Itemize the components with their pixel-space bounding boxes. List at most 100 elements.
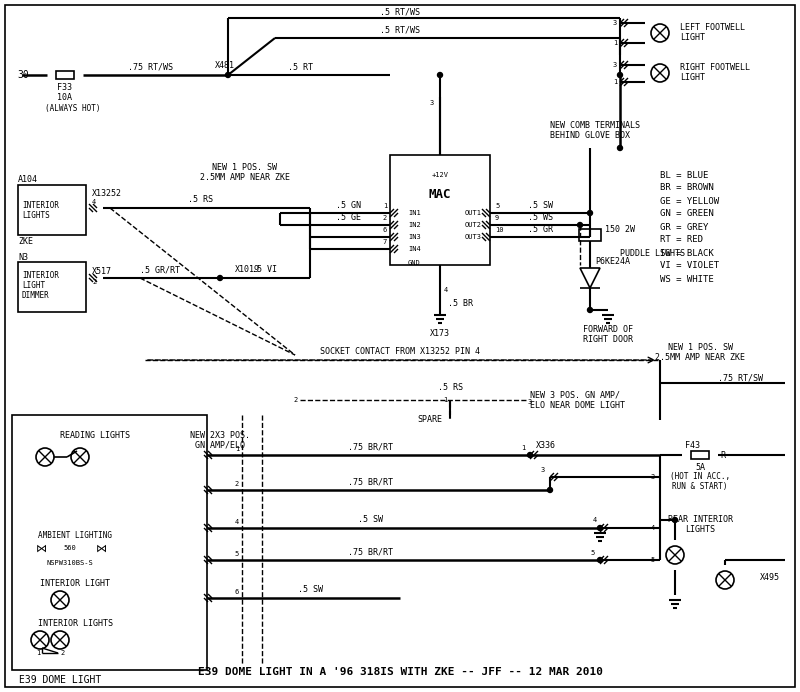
Text: INTERIOR: INTERIOR <box>22 271 59 280</box>
Text: .5 RT: .5 RT <box>287 62 313 71</box>
Text: 7: 7 <box>382 239 387 245</box>
Text: 9: 9 <box>495 215 499 221</box>
Text: REAR INTERIOR: REAR INTERIOR <box>667 516 733 525</box>
Text: .5 VI: .5 VI <box>253 266 278 275</box>
Text: .5 RT/WS: .5 RT/WS <box>380 8 420 17</box>
Text: 560: 560 <box>64 545 76 551</box>
Text: P6KE24A: P6KE24A <box>595 257 630 266</box>
Text: NEW 2X3 POS.: NEW 2X3 POS. <box>190 430 250 439</box>
Text: .5 SW: .5 SW <box>527 201 553 210</box>
Text: LEFT FOOTWELL: LEFT FOOTWELL <box>680 24 745 33</box>
Text: FORWARD OF: FORWARD OF <box>583 325 633 334</box>
Circle shape <box>673 518 678 522</box>
Text: WS = WHITE: WS = WHITE <box>660 275 714 284</box>
Text: ZKE: ZKE <box>18 237 33 246</box>
Text: 3: 3 <box>613 62 617 68</box>
Text: NEW 1 POS. SW: NEW 1 POS. SW <box>213 163 278 172</box>
Circle shape <box>587 307 593 313</box>
Text: X13252: X13252 <box>92 188 122 197</box>
Text: .5 SW: .5 SW <box>298 585 322 594</box>
Text: SOCKET CONTACT FROM X13252 PIN 4: SOCKET CONTACT FROM X13252 PIN 4 <box>320 347 480 356</box>
Text: RT = RED: RT = RED <box>660 235 703 244</box>
Text: 4: 4 <box>92 199 96 205</box>
Text: .5 GE: .5 GE <box>335 214 361 223</box>
Text: .75 BR/RT: .75 BR/RT <box>347 547 393 556</box>
Bar <box>18 185 86 235</box>
Text: 2: 2 <box>92 279 96 285</box>
Text: 3: 3 <box>430 100 434 106</box>
Text: 2: 2 <box>382 215 387 221</box>
Text: 150 2W: 150 2W <box>605 226 635 235</box>
Text: 3: 3 <box>650 474 655 480</box>
Text: 1: 1 <box>235 446 239 452</box>
Bar <box>56 71 74 79</box>
Circle shape <box>598 525 602 531</box>
Text: INTERIOR LIGHTS: INTERIOR LIGHTS <box>38 619 113 628</box>
Text: LIGHT: LIGHT <box>680 33 705 42</box>
Text: .75 BR/RT: .75 BR/RT <box>347 442 393 451</box>
Text: 1: 1 <box>36 650 40 656</box>
Text: 6: 6 <box>382 227 387 233</box>
Text: .5 RS: .5 RS <box>438 383 462 392</box>
Text: X1019: X1019 <box>235 266 260 275</box>
Text: OUT1: OUT1 <box>465 210 482 216</box>
Text: .5 BR: .5 BR <box>448 298 473 307</box>
Text: X481: X481 <box>215 60 235 69</box>
Circle shape <box>618 73 622 78</box>
Text: 10: 10 <box>495 227 503 233</box>
Text: X517: X517 <box>92 268 112 277</box>
Text: 30: 30 <box>17 70 29 80</box>
Text: 5: 5 <box>235 551 239 557</box>
Text: .5 WS: .5 WS <box>527 212 553 221</box>
Text: INTERIOR: INTERIOR <box>22 201 59 210</box>
Text: NEW COMB TERMINALS: NEW COMB TERMINALS <box>550 120 640 129</box>
Text: .5 GN: .5 GN <box>335 201 361 210</box>
Bar <box>390 155 490 265</box>
Text: RUN & START): RUN & START) <box>672 482 728 491</box>
Text: GE = YELLOW: GE = YELLOW <box>660 197 719 206</box>
Text: 3: 3 <box>528 399 532 405</box>
Text: SW = BLACK: SW = BLACK <box>660 248 714 257</box>
Text: LIGHT: LIGHT <box>680 73 705 82</box>
Text: SPARE: SPARE <box>418 415 442 424</box>
Text: X173: X173 <box>430 329 450 338</box>
Text: LIGHTS: LIGHTS <box>22 210 50 219</box>
Text: 3: 3 <box>541 467 545 473</box>
Text: GR = GREY: GR = GREY <box>660 223 708 232</box>
Text: F43: F43 <box>685 441 700 450</box>
Text: 4: 4 <box>444 287 448 293</box>
Text: 1: 1 <box>442 397 447 403</box>
Text: .5 GR: .5 GR <box>527 224 553 233</box>
Text: LIGHTS: LIGHTS <box>685 525 715 534</box>
Text: NEW 1 POS. SW: NEW 1 POS. SW <box>667 343 733 352</box>
Text: E39 DOME LIGHT: E39 DOME LIGHT <box>19 675 101 685</box>
Text: NEW 3 POS. GN AMP/: NEW 3 POS. GN AMP/ <box>530 390 620 399</box>
Text: .75 RT/WS: .75 RT/WS <box>127 62 173 71</box>
Bar <box>18 262 86 312</box>
Text: 6: 6 <box>235 589 239 595</box>
Text: IN1: IN1 <box>408 210 421 216</box>
Circle shape <box>438 73 442 78</box>
Text: 2: 2 <box>294 397 298 403</box>
Text: 2: 2 <box>235 481 239 487</box>
Text: INTERIOR LIGHT: INTERIOR LIGHT <box>40 579 110 588</box>
Text: BR = BROWN: BR = BROWN <box>660 183 714 192</box>
Text: A104: A104 <box>18 176 38 185</box>
Text: MAC: MAC <box>429 188 451 201</box>
Text: 5: 5 <box>495 203 499 209</box>
Text: NSPW310BS-S: NSPW310BS-S <box>46 560 94 566</box>
Text: PUDDLE LIGHTS: PUDDLE LIGHTS <box>620 248 685 257</box>
Text: 10A: 10A <box>57 93 72 102</box>
Text: OUT3: OUT3 <box>465 234 482 240</box>
Text: .75 BR/RT: .75 BR/RT <box>347 477 393 486</box>
Circle shape <box>527 453 533 457</box>
Text: ELO NEAR DOME LIGHT: ELO NEAR DOME LIGHT <box>530 401 625 410</box>
Text: BEHIND GLOVE BOX: BEHIND GLOVE BOX <box>550 131 630 140</box>
Bar <box>691 451 709 459</box>
Text: 5A: 5A <box>695 462 705 471</box>
Text: 1: 1 <box>613 40 617 46</box>
Text: IN2: IN2 <box>408 222 421 228</box>
Text: 1: 1 <box>521 445 525 451</box>
Text: 1: 1 <box>613 79 617 85</box>
Text: R: R <box>720 450 725 459</box>
